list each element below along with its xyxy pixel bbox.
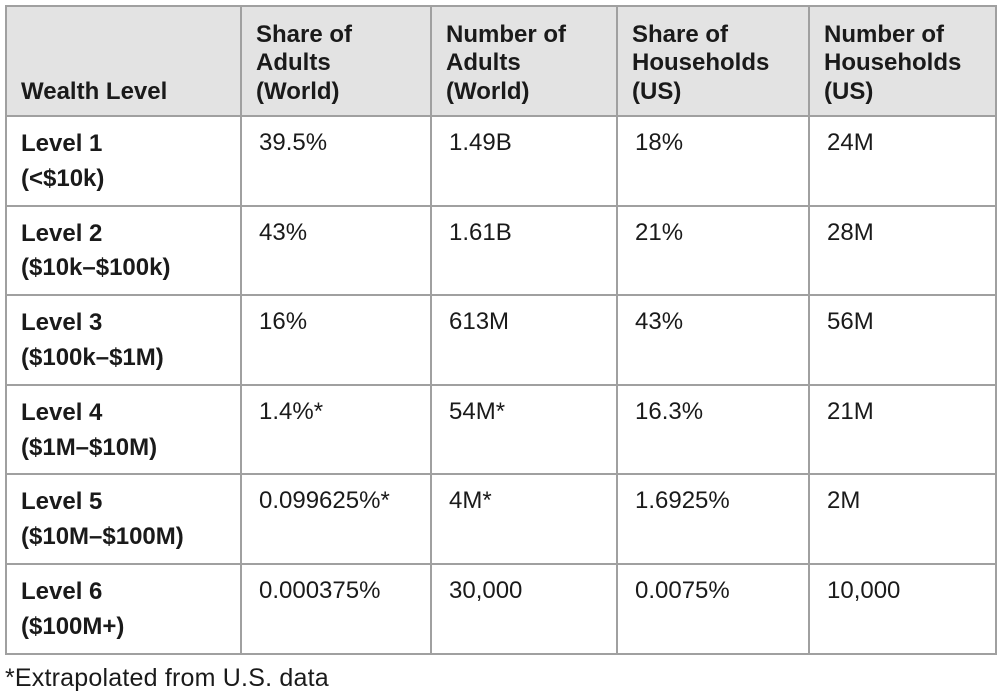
cell-number-households-us: 24M xyxy=(808,115,997,207)
column-header-wealth-level: Wealth Level xyxy=(5,5,242,117)
table-row-level-1: Level 1 (<$10k) 39.5% 1.49B 18% 24M xyxy=(5,115,997,207)
table-row-level-3: Level 3 ($100k–$1M) 16% 613M 43% 56M xyxy=(5,294,997,386)
cell-number-adults-world: 613M xyxy=(430,294,618,386)
table-row-level-6: Level 6 ($100M+) 0.000375% 30,000 0.0075… xyxy=(5,562,997,655)
cell-number-households-us: 21M xyxy=(808,383,997,476)
cell-share-adults-world: 0.099625%* xyxy=(240,473,432,565)
cell-number-households-us: 56M xyxy=(808,294,997,386)
cell-share-households-us: 0.0075% xyxy=(616,562,810,655)
table-row-level-5: Level 5 ($10M–$100M) 0.099625%* 4M* 1.69… xyxy=(5,473,997,565)
cell-level-label: Level 2 ($10k–$100k) xyxy=(5,204,242,297)
cell-share-households-us: 21% xyxy=(616,204,810,297)
column-header-number-adults-world: Number of Adults (World) xyxy=(430,5,618,117)
table-row-level-4: Level 4 ($1M–$10M) 1.4%* 54M* 16.3% 21M xyxy=(5,383,997,476)
cell-level-label: Level 4 ($1M–$10M) xyxy=(5,383,242,476)
header-row: Wealth Level Share of Adults (World) Num… xyxy=(5,5,997,117)
cell-level-label: Level 5 ($10M–$100M) xyxy=(5,473,242,565)
table-row-level-2: Level 2 ($10k–$100k) 43% 1.61B 21% 28M xyxy=(5,204,997,297)
cell-share-adults-world: 0.000375% xyxy=(240,562,432,655)
cell-number-households-us: 10,000 xyxy=(808,562,997,655)
cell-number-adults-world: 54M* xyxy=(430,383,618,476)
column-header-share-households-us: Share of Households (US) xyxy=(616,5,810,117)
cell-share-adults-world: 43% xyxy=(240,204,432,297)
column-header-number-households-us: Number of Households (US) xyxy=(808,5,997,117)
cell-number-adults-world: 1.49B xyxy=(430,115,618,207)
cell-level-label: Level 3 ($100k–$1M) xyxy=(5,294,242,386)
cell-level-label: Level 6 ($100M+) xyxy=(5,562,242,655)
cell-number-adults-world: 4M* xyxy=(430,473,618,565)
cell-number-adults-world: 30,000 xyxy=(430,562,618,655)
wealth-distribution-table: Wealth Level Share of Adults (World) Num… xyxy=(5,5,997,655)
cell-number-adults-world: 1.61B xyxy=(430,204,618,297)
cell-number-households-us: 2M xyxy=(808,473,997,565)
cell-share-households-us: 16.3% xyxy=(616,383,810,476)
cell-number-households-us: 28M xyxy=(808,204,997,297)
cell-level-label: Level 1 (<$10k) xyxy=(5,115,242,207)
cell-share-households-us: 43% xyxy=(616,294,810,386)
cell-share-adults-world: 1.4%* xyxy=(240,383,432,476)
cell-share-adults-world: 16% xyxy=(240,294,432,386)
table-footnote: *Extrapolated from U.S. data xyxy=(5,663,329,692)
cell-share-households-us: 1.6925% xyxy=(616,473,810,565)
cell-share-households-us: 18% xyxy=(616,115,810,207)
column-header-share-adults-world: Share of Adults (World) xyxy=(240,5,432,117)
cell-share-adults-world: 39.5% xyxy=(240,115,432,207)
